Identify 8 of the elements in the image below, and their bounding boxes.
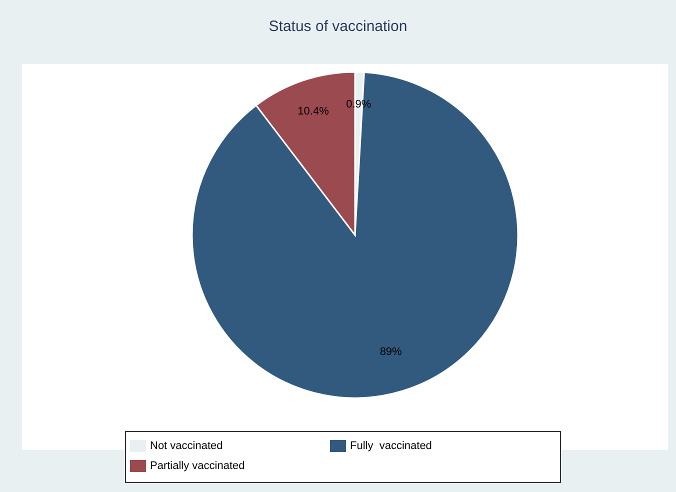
data-label: 10.4%	[298, 105, 330, 118]
chart-title: Status of vaccination	[268, 18, 408, 35]
pie-slice	[191, 72, 519, 399]
data-label: 0.9%	[346, 98, 372, 111]
legend-label: Partially vaccinated	[150, 459, 246, 474]
legend-label: Not vaccinated	[150, 439, 224, 454]
legend-label: Fully vaccinated	[350, 439, 433, 454]
data-label: 89%	[380, 346, 402, 358]
